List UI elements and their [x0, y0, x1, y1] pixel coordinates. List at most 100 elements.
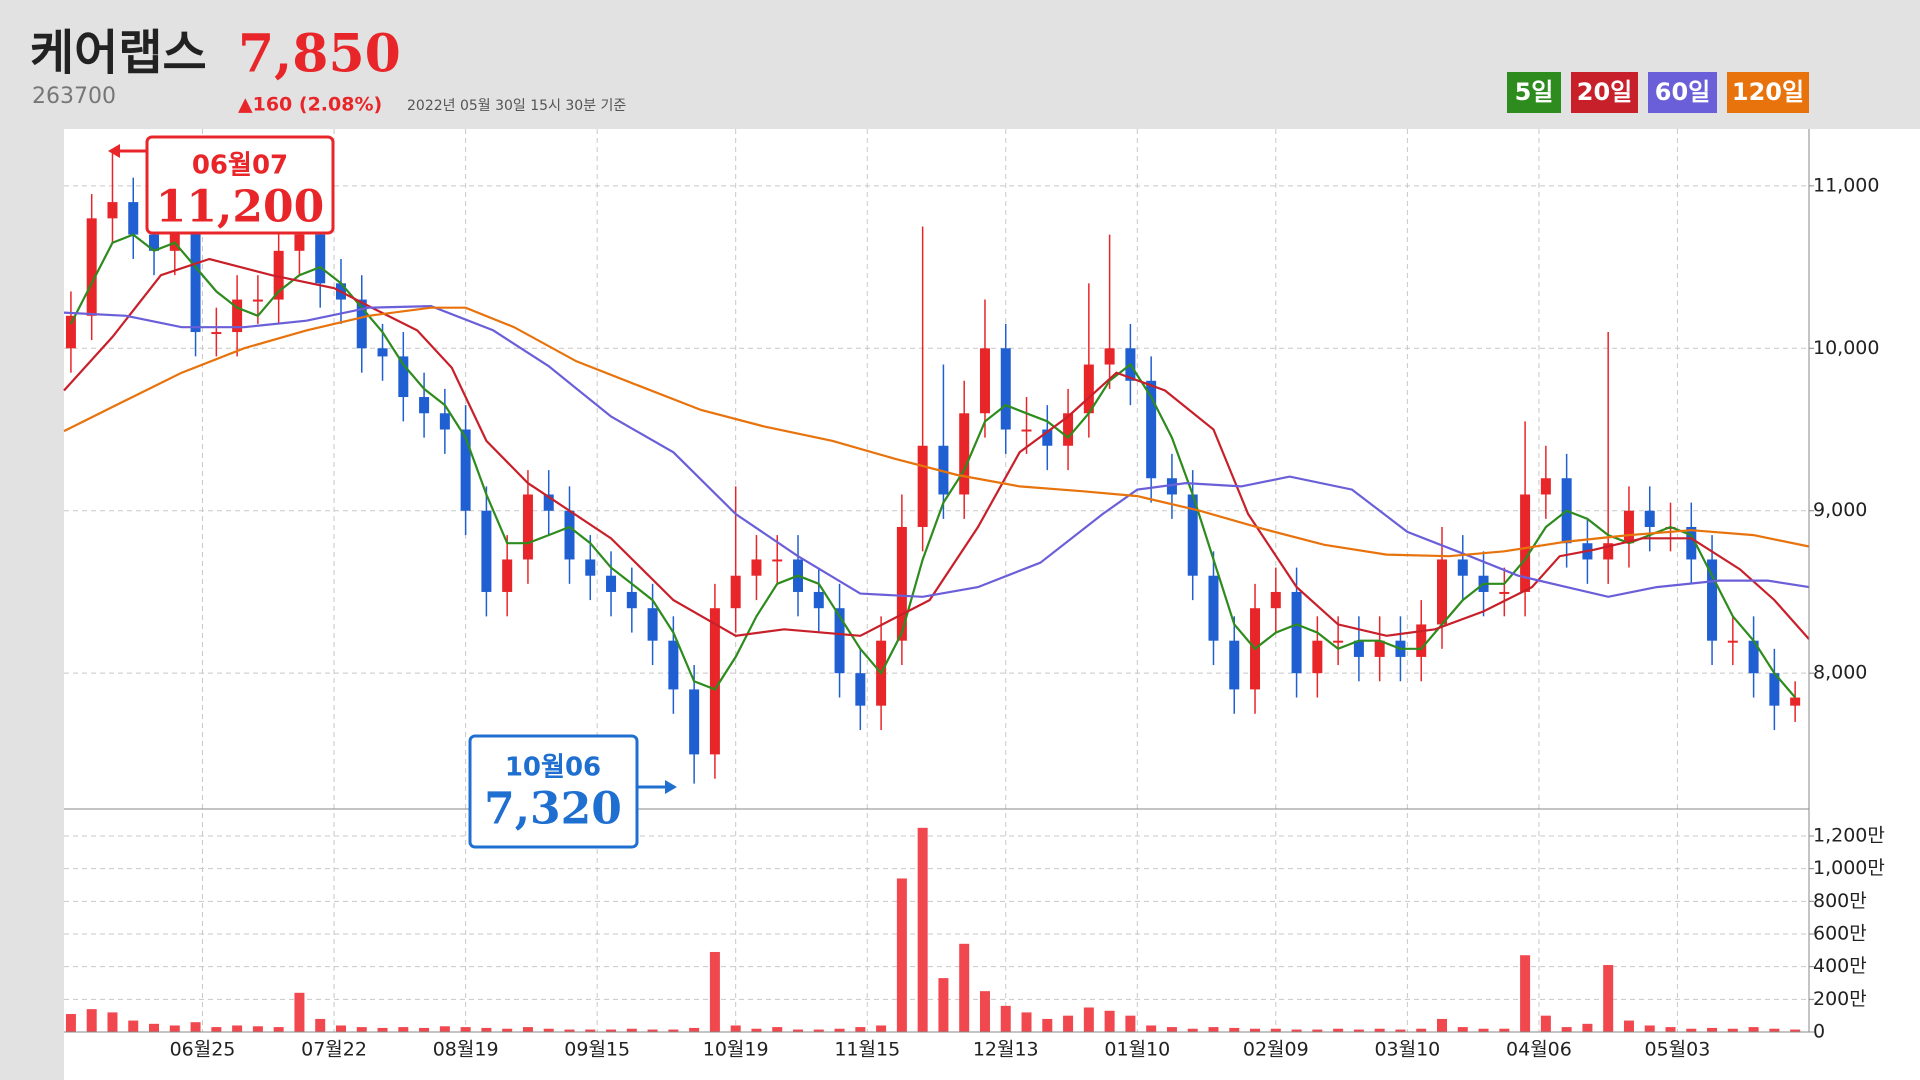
volume-bar	[979, 991, 990, 1032]
candle-body	[1457, 559, 1468, 576]
volume-bar	[232, 1025, 243, 1032]
candle-body	[107, 202, 118, 219]
volume-bar	[439, 1026, 450, 1032]
volume-bar	[1000, 1005, 1011, 1032]
annotation-arrowhead	[665, 780, 677, 794]
volume-bar	[1561, 1027, 1572, 1032]
candle-body	[1790, 697, 1801, 706]
candle-body	[419, 397, 430, 414]
candle-body	[813, 591, 824, 609]
candle-body	[460, 429, 471, 511]
volume-bar	[169, 1025, 180, 1032]
volume-bar	[335, 1025, 346, 1032]
candle-body	[1499, 591, 1510, 594]
volume-bar	[668, 1029, 679, 1032]
candle-body	[1146, 380, 1157, 479]
legend-swatch	[1571, 72, 1638, 113]
volume-bar	[419, 1027, 430, 1032]
volume-bar	[938, 978, 949, 1032]
volume-bar	[1021, 1012, 1032, 1032]
candle-body	[86, 218, 97, 316]
timestamp: 2022년 05월 30일 15시 30분 기준	[407, 98, 626, 114]
candle-body	[1520, 494, 1531, 592]
candle-body	[834, 608, 845, 674]
candle-body	[1686, 526, 1697, 560]
candle-body	[1727, 640, 1738, 643]
candle-body	[751, 559, 762, 576]
volume-tick-label: 0	[1813, 1021, 1825, 1043]
candle-body	[169, 218, 180, 251]
candle-body	[959, 413, 970, 495]
volume-bar	[356, 1027, 367, 1032]
volume-tick-label: 600만	[1813, 922, 1867, 944]
candle-body	[1270, 591, 1281, 609]
volume-bar	[1644, 1025, 1655, 1032]
volume-bar	[1208, 1027, 1219, 1032]
candle-body	[1208, 575, 1219, 641]
annotation-value: 7,320	[484, 784, 622, 835]
volume-bar	[377, 1027, 388, 1032]
volume-bar	[1436, 1018, 1447, 1032]
volume-bar	[1603, 965, 1614, 1032]
candle-body	[273, 250, 284, 300]
volume-bar	[876, 1025, 887, 1032]
volume-tick-label: 400만	[1813, 955, 1867, 977]
candle-body	[543, 494, 554, 511]
candle-body	[1644, 510, 1655, 527]
stock-price: 7,850	[238, 24, 401, 85]
annotation-box	[468, 734, 639, 849]
candle-body	[502, 559, 513, 592]
candle-body	[149, 234, 160, 251]
candle-body	[1623, 510, 1634, 544]
volume-bar	[1291, 1029, 1302, 1032]
candle-body	[294, 234, 305, 251]
x-tick-label: 02월09	[1243, 1039, 1309, 1061]
candle-body	[896, 526, 907, 641]
volume-bar	[398, 1027, 409, 1032]
legend-label: 5일	[1515, 78, 1554, 106]
x-tick-label: 03월10	[1374, 1039, 1440, 1061]
plot	[63, 153, 1810, 1032]
legend-swatch	[1507, 72, 1561, 113]
candle-body	[1000, 348, 1011, 430]
volume-bar	[709, 951, 720, 1032]
volume-bar	[1187, 1028, 1198, 1032]
volume-bar	[730, 1025, 741, 1032]
candle-body	[606, 575, 617, 592]
candle-body	[979, 348, 990, 414]
candle-body	[232, 299, 243, 333]
x-tick-label: 12월13	[973, 1039, 1039, 1061]
volume-bar	[1083, 1007, 1094, 1032]
volume-bar	[855, 1027, 866, 1032]
volume-bar	[689, 1027, 700, 1032]
y-tick-label: 11,000	[1813, 174, 1879, 196]
volume-bar	[1270, 1028, 1281, 1032]
volume-bar	[564, 1029, 575, 1032]
candle-body	[730, 575, 741, 609]
candle-body	[1353, 640, 1364, 657]
candle-body	[1083, 364, 1094, 414]
candle-body	[1166, 478, 1177, 495]
volume-bar	[647, 1029, 658, 1032]
candle-body	[1291, 591, 1302, 674]
candle-body	[917, 445, 928, 527]
x-tick-label: 06월25	[170, 1039, 236, 1061]
volume-bar	[1042, 1018, 1053, 1032]
candle-body	[1603, 543, 1614, 560]
legend-label: 60일	[1655, 78, 1710, 106]
candle-body	[1104, 348, 1115, 365]
candle-body	[1021, 429, 1032, 432]
candle-body	[772, 559, 783, 562]
candle-body	[938, 445, 949, 495]
candle-body	[1042, 429, 1053, 446]
candle-body	[585, 559, 596, 576]
candle-body	[626, 591, 637, 609]
volume-bar	[1250, 1028, 1261, 1032]
candle-body	[1707, 559, 1718, 641]
candle-body	[377, 348, 388, 357]
volume-bar	[522, 1027, 533, 1032]
volume-bar	[1707, 1027, 1718, 1032]
volume-bar	[1520, 955, 1531, 1032]
candle-body	[855, 673, 866, 706]
grid: 06월25 07월22 08월19 09월15 10월19 11월15 12월13 01월10…	[64, 129, 1885, 1061]
